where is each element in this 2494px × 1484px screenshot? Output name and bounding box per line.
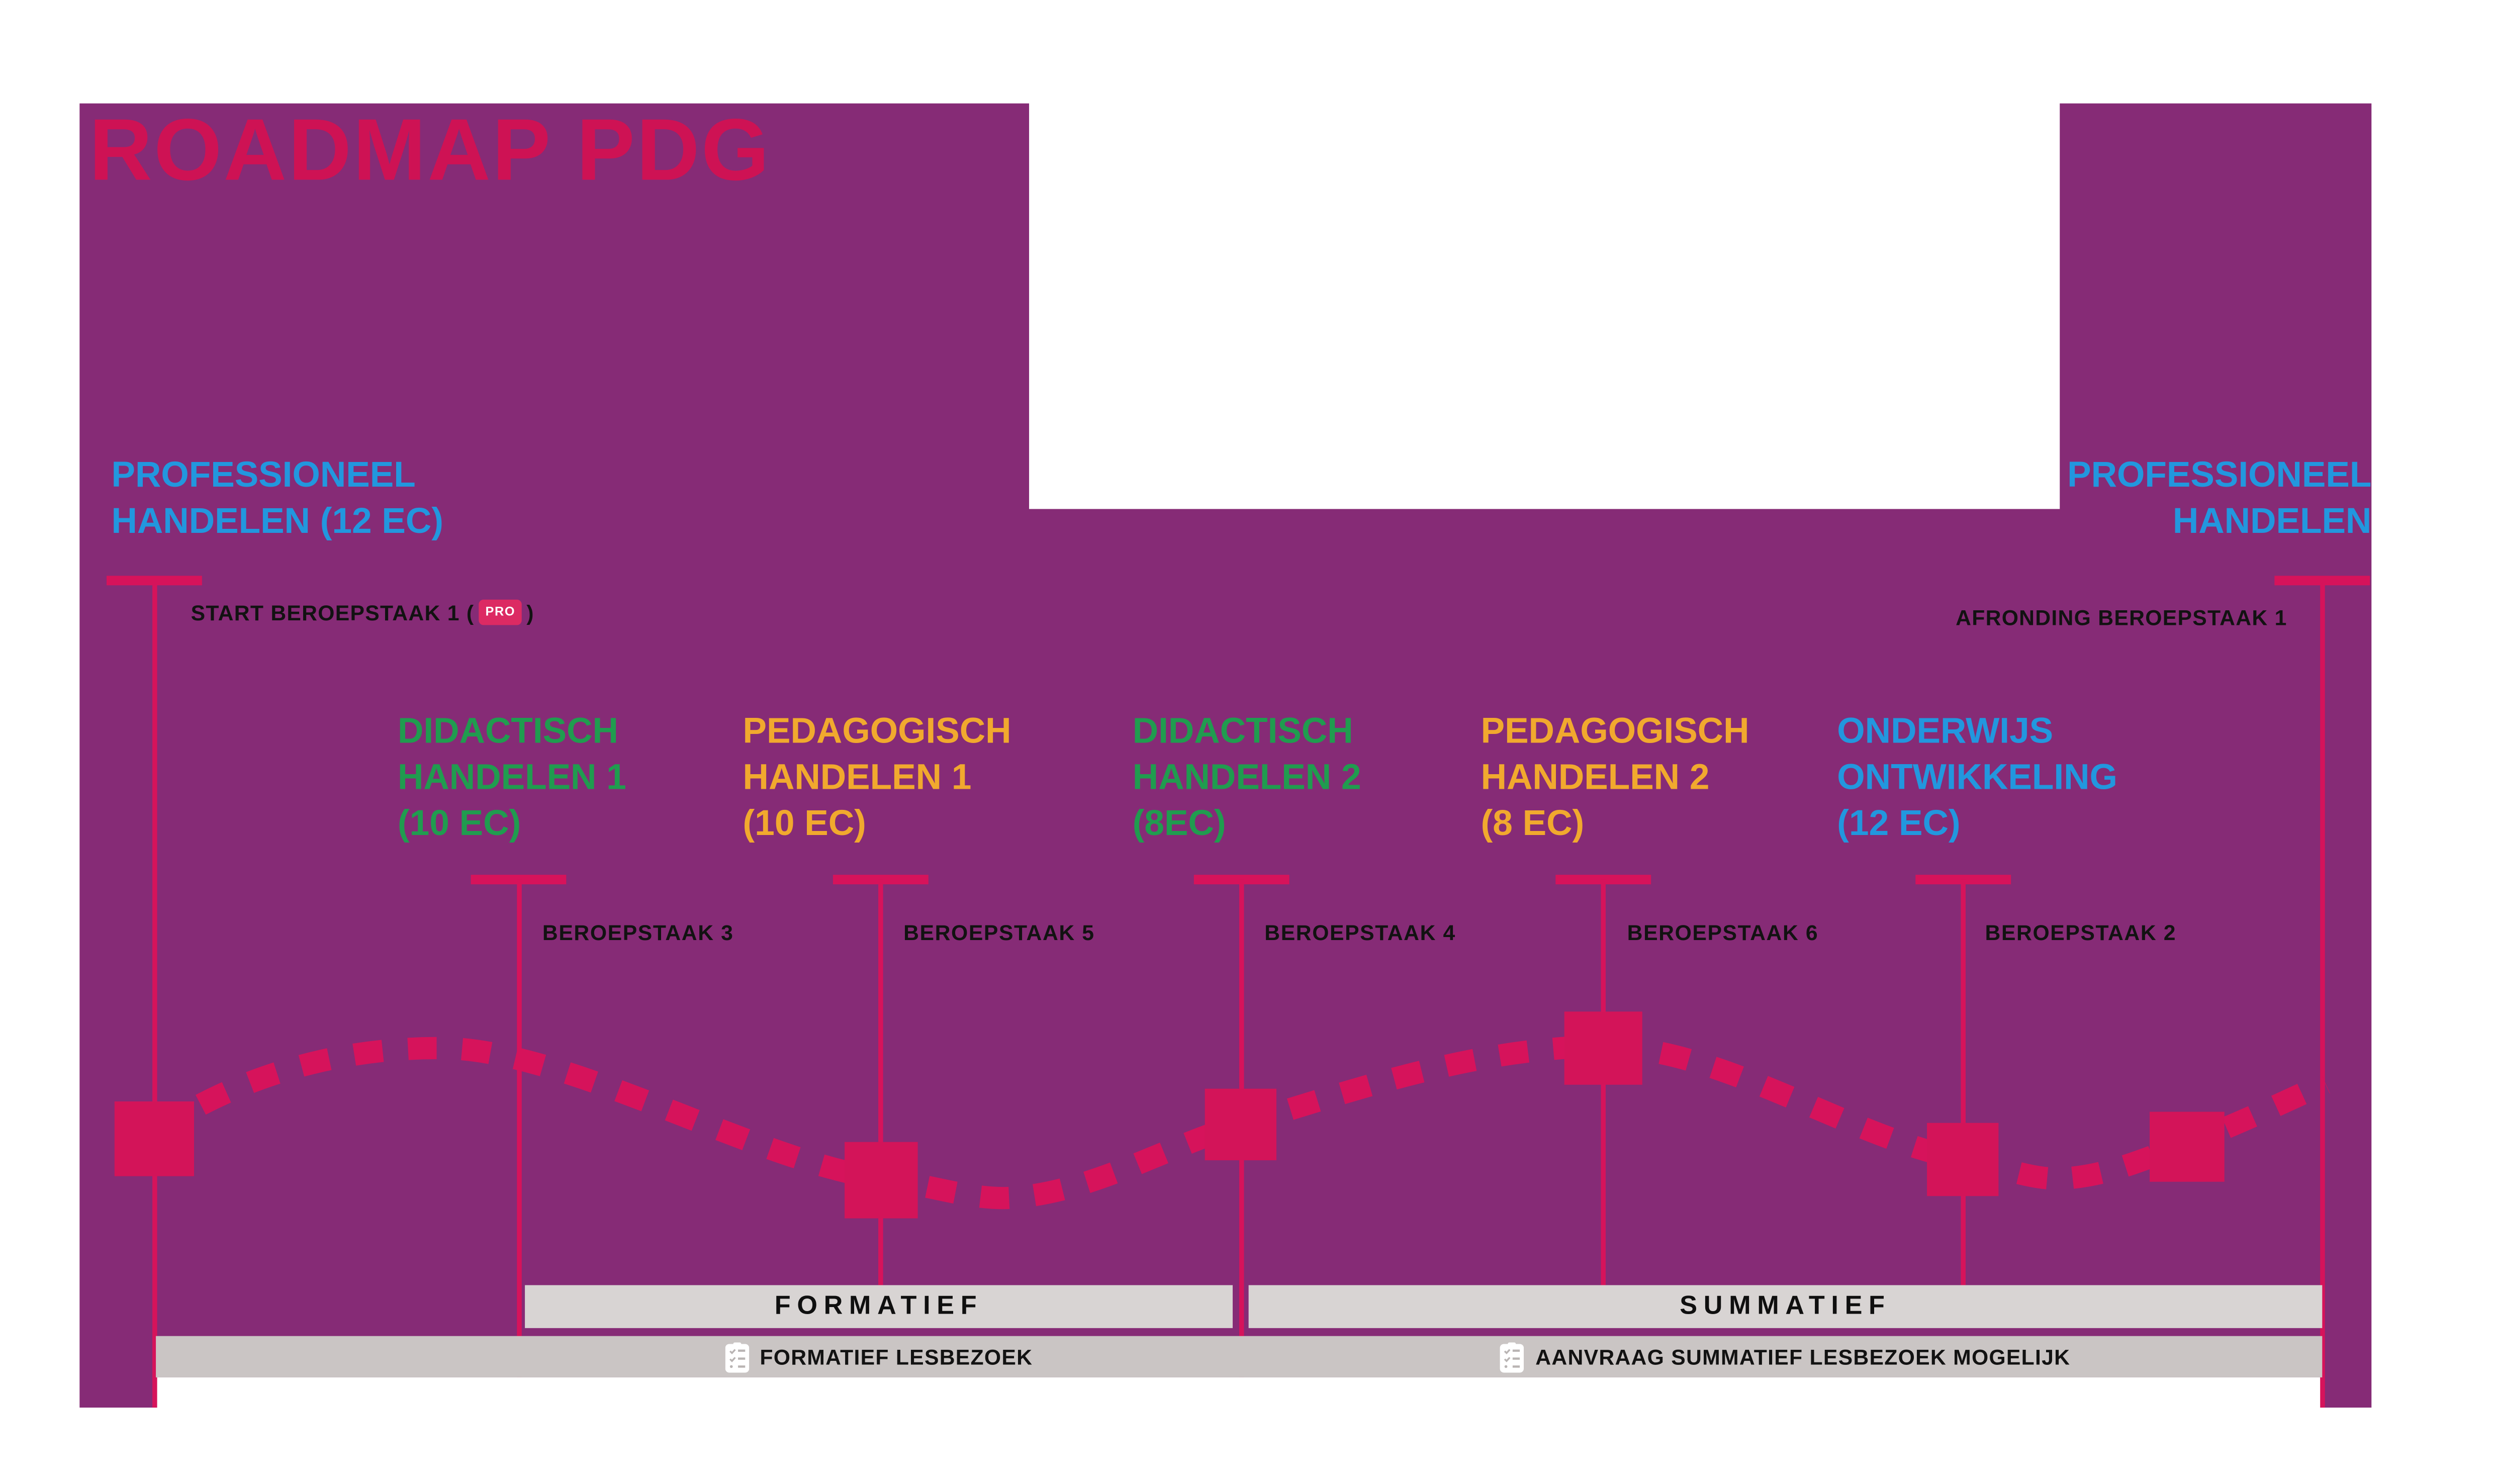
start-beroepstaak-note: START BEROEPSTAAK 1 ( PRO ) <box>191 599 534 625</box>
course-line: ONDERWIJS <box>1837 711 2054 751</box>
task-label-beroepstaak-4: BEROEPSTAAK 4 <box>1264 920 1456 945</box>
outcome-right-line1: PROFESSIONEEL <box>2067 454 2372 495</box>
course-credits: (12 EC) <box>1837 803 1961 843</box>
course-line: HANDELEN 1 <box>397 757 626 797</box>
course-credits: (10 EC) <box>397 803 521 843</box>
task-label-beroepstaak-6: BEROEPSTAAK 6 <box>1627 920 1819 945</box>
course2-tmarker-line <box>878 879 883 1285</box>
milestone-square-2 <box>845 1142 918 1219</box>
milestone-square-4 <box>1564 1011 1642 1085</box>
milestone-square-3 <box>1205 1088 1277 1161</box>
course-line: DIDACTISCH <box>1132 711 1353 751</box>
start-tmarker-line <box>152 580 157 1408</box>
course-line: PEDAGOGISCH <box>743 711 1011 751</box>
page-title: ROADMAP PDG <box>89 100 771 199</box>
start-note-text: START BEROEPSTAAK 1 ( <box>191 600 475 624</box>
task-label-beroepstaak-2: BEROEPSTAAK 2 <box>1985 920 2177 945</box>
course-onderwijs-ontwikkeling: ONDERWIJS ONTWIKKELING (12 EC) <box>1837 708 2117 846</box>
course-line: HANDELEN 2 <box>1481 757 1710 797</box>
checklist-icon <box>724 1341 749 1372</box>
course-line: ONTWIKKELING <box>1837 757 2117 797</box>
phase-bar-summatief: SUMMATIEF <box>1248 1285 2323 1328</box>
course-pedagogisch-handelen-2: PEDAGOGISCH HANDELEN 2 (8 EC) <box>1481 708 1749 846</box>
start-note-close-paren: ) <box>526 600 534 624</box>
checklist-icon <box>1500 1341 1525 1372</box>
course-line: HANDELEN 2 <box>1132 757 1361 797</box>
course-line: DIDACTISCH <box>397 711 618 751</box>
end-tmarker-line <box>2320 580 2325 1408</box>
course-credits: (8EC) <box>1132 803 1226 843</box>
course-pedagogisch-handelen-1: PEDAGOGISCH HANDELEN 1 (10 EC) <box>743 708 1011 846</box>
course-didactisch-handelen-2: DIDACTISCH HANDELEN 2 (8EC) <box>1133 708 1361 846</box>
outcome-right-line2: HANDELEN <box>2172 501 2372 541</box>
course-credits: (8 EC) <box>1481 803 1585 843</box>
footnote-aanvraag-summatief-lesbezoek: AANVRAAG SUMMATIEF LESBEZOEK MOGELIJK <box>1249 1336 2323 1377</box>
task-label-beroepstaak-3: BEROEPSTAAK 3 <box>542 920 734 945</box>
outcome-professioneel-handelen-right: PROFESSIONEEL HANDELEN <box>2067 452 2371 544</box>
outcome-professioneel-handelen-left: PROFESSIONEEL HANDELEN (12 EC) <box>111 452 443 544</box>
outcome-left-line1: PROFESSIONEEL <box>111 454 416 495</box>
footnote-label: FORMATIEF LESBEZOEK <box>760 1345 1033 1369</box>
course-line: HANDELEN 1 <box>743 757 972 797</box>
afronding-beroepstaak-note: AFRONDING BEROEPSTAAK 1 <box>1956 606 2287 630</box>
footnote-label: AANVRAAG SUMMATIEF LESBEZOEK MOGELIJK <box>1535 1345 2071 1369</box>
footnote-formatief-lesbezoek: FORMATIEF LESBEZOEK <box>525 1336 1233 1377</box>
milestone-square-5 <box>1927 1123 1999 1196</box>
course-credits: (10 EC) <box>743 803 866 843</box>
pro-badge: PRO <box>479 599 522 625</box>
journey-dashed-path <box>148 1035 2330 1210</box>
milestone-square-6 <box>2150 1111 2225 1182</box>
phase-bar-formatief: FORMATIEF <box>525 1285 1233 1328</box>
outcome-left-line2: HANDELEN (12 EC) <box>111 501 444 541</box>
milestone-square-1 <box>114 1101 194 1176</box>
course5-tmarker-line <box>1961 879 1966 1285</box>
course1-tmarker-line <box>517 879 522 1377</box>
course-line: PEDAGOGISCH <box>1481 711 1749 751</box>
task-label-beroepstaak-5: BEROEPSTAAK 5 <box>903 920 1095 945</box>
course-didactisch-handelen-1: DIDACTISCH HANDELEN 1 (10 EC) <box>398 708 626 846</box>
footnote-bar <box>156 1336 2323 1377</box>
